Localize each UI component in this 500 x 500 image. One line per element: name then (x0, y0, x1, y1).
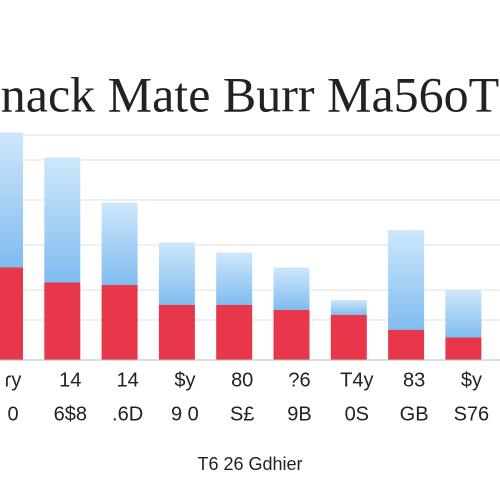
bar-segment (273, 267, 310, 310)
chart-title: nack Mate Burr Ma56oT (1, 66, 499, 122)
bar-segment (273, 310, 310, 360)
bar-segment (388, 330, 425, 360)
x-tick-sublabel: S£ (230, 403, 254, 425)
bar-segment (0, 132, 23, 268)
x-tick-label: T4y (340, 369, 373, 391)
bar-segment (445, 337, 482, 360)
x-tick-sublabel: 9 0 (171, 403, 199, 425)
x-tick-sublabel: 9B (287, 403, 311, 425)
x-tick-label: 14 (116, 369, 138, 391)
bar-segment (330, 315, 367, 360)
x-tick-sublabel: 6$8 (54, 403, 87, 425)
bar-segment (216, 305, 253, 360)
bar-segment (330, 300, 367, 315)
x-tick-label: 83 (403, 369, 425, 391)
x-tick-label: $y (174, 369, 195, 391)
x-tick-label: 14 (59, 369, 81, 391)
x-tick-sublabel: .6D (112, 403, 143, 425)
bar-segment (158, 242, 195, 305)
x-tick-label: 80 (231, 369, 253, 391)
bar-segment (0, 267, 23, 360)
bar-segment (101, 285, 138, 360)
x-tick-label: ɾy (5, 369, 22, 391)
bar-segment (158, 305, 195, 360)
bar-segment (44, 282, 81, 360)
bar-segment (445, 290, 482, 338)
x-tick-sublabel: 0S (345, 403, 369, 425)
bar-segment (101, 202, 138, 285)
x-tick-label: $y (461, 369, 482, 391)
x-tick-label: ?6 (288, 369, 310, 391)
bar-segment (388, 230, 425, 330)
bar-segment (44, 157, 81, 283)
x-axis-title: T6 26 Gdhier (197, 454, 302, 474)
x-tick-sublabel: 0 (7, 403, 18, 425)
bars (0, 132, 482, 360)
x-tick-sublabel: GB (400, 403, 429, 425)
x-tick-sublabel: S76 (454, 403, 490, 425)
bar-segment (216, 252, 253, 305)
